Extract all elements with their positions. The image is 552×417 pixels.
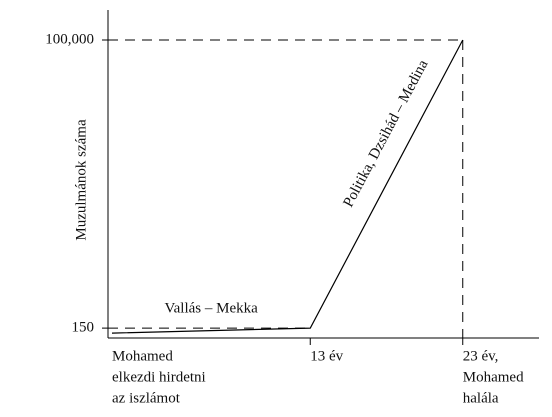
annotation: Vallás – Mekka: [164, 301, 258, 317]
x-tick-label: elkezdi hirdetni: [112, 369, 206, 385]
y-tick-label: 100,000: [45, 31, 94, 47]
y-axis-label: Muzulmánok száma: [73, 119, 89, 241]
x-tick-label: Mohamed: [112, 348, 173, 364]
x-tick-label: az iszlámot: [112, 390, 181, 406]
y-tick-label: 150: [72, 320, 95, 336]
x-tick-label: Mohamed: [463, 369, 524, 385]
data-line: [111, 39, 464, 334]
x-tick-label: halála: [463, 390, 499, 406]
annotation: Politika, Dzsihád – Medina: [341, 57, 432, 210]
x-tick-label: 23 év,: [463, 348, 499, 364]
x-tick-label: 13 év: [310, 348, 343, 364]
